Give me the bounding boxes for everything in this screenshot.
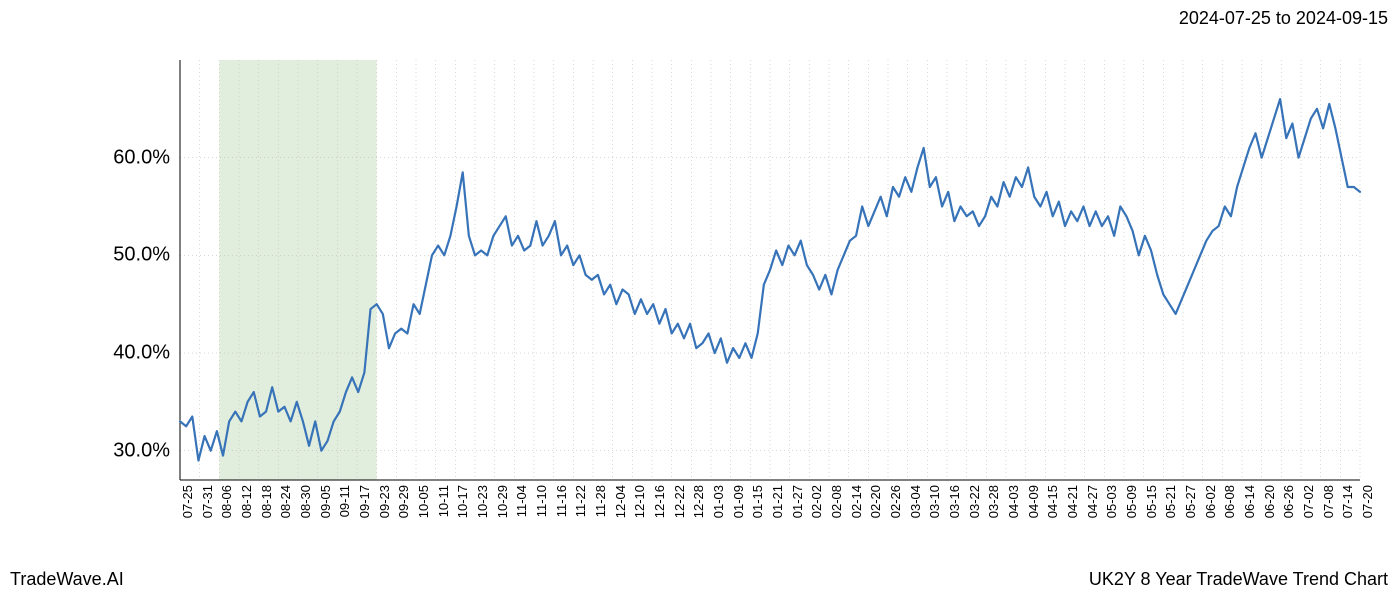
x-tick-label: 08-12 — [239, 485, 254, 518]
x-tick-label: 07-02 — [1301, 485, 1316, 518]
x-tick-label: 03-04 — [908, 485, 923, 518]
x-tick-label: 06-02 — [1203, 485, 1218, 518]
x-tick-label: 12-28 — [691, 485, 706, 518]
x-tick-label: 10-17 — [455, 485, 470, 518]
x-tick-label: 07-08 — [1321, 485, 1336, 518]
x-tick-label: 04-03 — [1006, 485, 1021, 518]
x-tick-label: 05-09 — [1124, 485, 1139, 518]
x-tick-label: 06-26 — [1281, 485, 1296, 518]
x-tick-label: 11-04 — [514, 485, 529, 517]
x-tick-label: 09-29 — [396, 485, 411, 518]
x-tick-label: 02-02 — [809, 485, 824, 518]
y-tick-label: 30.0% — [80, 439, 170, 462]
x-tick-label: 06-14 — [1242, 485, 1257, 518]
chart-svg — [180, 60, 1360, 480]
x-tick-label: 07-31 — [200, 485, 215, 518]
chart-plot-area — [180, 60, 1360, 480]
x-tick-label: 12-04 — [613, 485, 628, 518]
x-tick-label: 12-16 — [652, 485, 667, 518]
x-tick-label: 11-16 — [554, 485, 569, 517]
x-tick-label: 11-10 — [534, 485, 549, 517]
x-tick-label: 07-25 — [180, 485, 195, 518]
footer-brand: TradeWave.AI — [10, 569, 124, 590]
x-tick-label: 05-15 — [1144, 485, 1159, 518]
x-tick-label: 12-10 — [632, 485, 647, 518]
x-tick-label: 04-15 — [1045, 485, 1060, 518]
y-tick-label: 60.0% — [80, 146, 170, 169]
x-tick-label: 05-03 — [1104, 485, 1119, 518]
y-axis: 30.0% 40.0% 50.0% 60.0% — [80, 60, 170, 480]
x-tick-label: 11-22 — [573, 485, 588, 517]
x-tick-label: 01-27 — [790, 485, 805, 518]
x-tick-label: 09-11 — [337, 485, 352, 517]
x-tick-label: 02-14 — [849, 485, 864, 518]
x-tick-label: 04-21 — [1065, 485, 1080, 518]
x-axis: 07-25 07-31 08-06 08-12 08-18 08-24 08-30 09-05… — [180, 485, 1360, 555]
x-tick-label: 03-16 — [947, 485, 962, 518]
x-tick-label: 02-20 — [868, 485, 883, 518]
x-tick-label: 07-20 — [1360, 485, 1375, 518]
x-tick-label: 01-09 — [731, 485, 746, 518]
x-tick-label: 08-18 — [259, 485, 274, 518]
x-tick-label: 06-20 — [1262, 485, 1277, 518]
x-tick-label: 01-21 — [770, 485, 785, 518]
x-tick-label: 05-21 — [1163, 485, 1178, 518]
x-tick-label: 04-09 — [1026, 485, 1041, 518]
x-tick-label: 09-17 — [357, 485, 372, 518]
x-tick-label: 10-11 — [436, 485, 451, 517]
x-tick-label: 09-05 — [318, 485, 333, 518]
x-tick-label: 09-23 — [377, 485, 392, 518]
x-tick-label: 03-28 — [986, 485, 1001, 518]
x-tick-label: 10-29 — [495, 485, 510, 518]
footer-title: UK2Y 8 Year TradeWave Trend Chart — [1089, 569, 1388, 590]
x-tick-label: 08-06 — [219, 485, 234, 518]
x-tick-label: 04-27 — [1085, 485, 1100, 518]
x-tick-label: 06-08 — [1222, 485, 1237, 518]
x-tick-label: 10-23 — [475, 485, 490, 518]
x-tick-label: 03-22 — [967, 485, 982, 518]
x-tick-label: 07-14 — [1340, 485, 1355, 518]
x-tick-label: 02-26 — [888, 485, 903, 518]
x-tick-label: 10-05 — [416, 485, 431, 518]
y-tick-label: 40.0% — [80, 342, 170, 365]
date-range-label: 2024-07-25 to 2024-09-15 — [1179, 8, 1388, 29]
x-tick-label: 01-15 — [750, 485, 765, 518]
y-tick-label: 50.0% — [80, 244, 170, 267]
x-tick-label: 05-27 — [1183, 485, 1198, 518]
x-tick-label: 08-24 — [278, 485, 293, 518]
x-tick-label: 08-30 — [298, 485, 313, 518]
x-tick-label: 03-10 — [927, 485, 942, 518]
x-tick-label: 02-08 — [829, 485, 844, 518]
x-tick-label: 12-22 — [672, 485, 687, 518]
x-tick-label: 11-28 — [593, 485, 608, 517]
x-tick-label: 01-03 — [711, 485, 726, 518]
